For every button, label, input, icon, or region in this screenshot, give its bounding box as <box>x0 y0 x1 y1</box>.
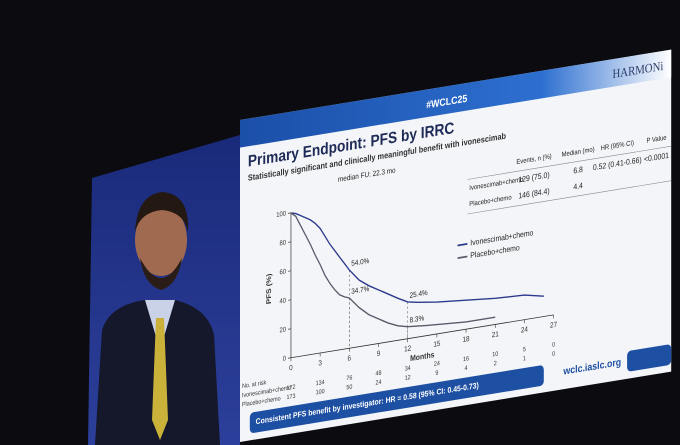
at-risk-value: 9 <box>435 370 438 377</box>
y-tick-label: 40 <box>280 297 287 306</box>
y-tick-label: 60 <box>280 268 287 277</box>
at-risk-value: 4 <box>465 365 469 372</box>
at-risk-value: 0 <box>552 351 556 358</box>
slide-header <box>240 49 672 148</box>
km-curve <box>290 212 496 328</box>
x-tick-label: 0 <box>289 364 293 372</box>
head <box>135 204 187 276</box>
tie <box>152 318 168 440</box>
at-risk-value: 2 <box>494 361 497 368</box>
at-risk-value: 24 <box>376 379 383 387</box>
x-tick-label: 9 <box>377 350 381 358</box>
at-risk-value: 50 <box>346 384 353 392</box>
at-risk-value: 12 <box>405 375 411 382</box>
at-risk-value: 24 <box>434 361 441 369</box>
y-tick-label: 20 <box>280 326 287 335</box>
x-axis-label: Months <box>410 350 434 364</box>
table-header: P Value <box>646 134 666 145</box>
speaker <box>95 192 220 445</box>
y-tick-label: 0 <box>283 355 287 363</box>
y-tick-label: 80 <box>280 239 287 248</box>
legend-swatch <box>457 243 468 247</box>
table-cell: <0.0001 <box>644 150 669 164</box>
annotation-label: 8.3% <box>410 315 424 325</box>
annotation-label: 54.0% <box>351 258 369 268</box>
x-tick-label: 24 <box>521 326 528 335</box>
table-cell: 6.8 <box>573 164 583 175</box>
at-risk-value: 173 <box>286 393 296 401</box>
x-tick-label: 18 <box>463 336 470 345</box>
at-risk-value: 0 <box>552 342 556 349</box>
x-tick-label: 3 <box>318 360 322 368</box>
hair <box>135 192 189 232</box>
slide-background <box>240 49 672 442</box>
annotation-label: 25.4% <box>410 290 428 300</box>
at-risk-value: 48 <box>376 370 383 378</box>
table-rule <box>467 180 672 215</box>
at-risk-value: 172 <box>286 384 295 392</box>
at-risk-value: 34 <box>405 365 412 373</box>
footer-badge <box>627 344 672 372</box>
footer-bar <box>249 365 544 433</box>
x-tick-label: 15 <box>433 340 440 349</box>
annotation-label: 34.7% <box>351 286 369 296</box>
at-risk-title: No. at risk <box>242 380 266 390</box>
at-risk-value: 76 <box>346 375 353 383</box>
x-tick-label: 6 <box>348 355 352 363</box>
y-axis-label: PFS (%) <box>265 273 273 305</box>
table-rule <box>467 145 672 180</box>
x-tick-label: 21 <box>492 331 499 340</box>
at-risk-value: 10 <box>492 351 499 359</box>
km-curve <box>290 212 544 304</box>
slide: #WCLC25 HARMONi Primary Endpoint: PFS by… <box>240 49 672 442</box>
table-cell: 4.4 <box>573 181 583 192</box>
x-tick-label: 12 <box>404 345 411 354</box>
y-tick-label: 100 <box>276 210 286 219</box>
legend-swatch <box>457 255 468 259</box>
at-risk-value: 134 <box>316 379 326 387</box>
beard <box>140 258 182 290</box>
at-risk-value: 100 <box>316 389 326 397</box>
at-risk-value: 1 <box>523 356 526 363</box>
at-risk-value: 16 <box>463 356 470 364</box>
x-tick-label: 27 <box>550 321 557 330</box>
at-risk-value: 5 <box>523 347 527 354</box>
x-axis <box>290 314 554 359</box>
